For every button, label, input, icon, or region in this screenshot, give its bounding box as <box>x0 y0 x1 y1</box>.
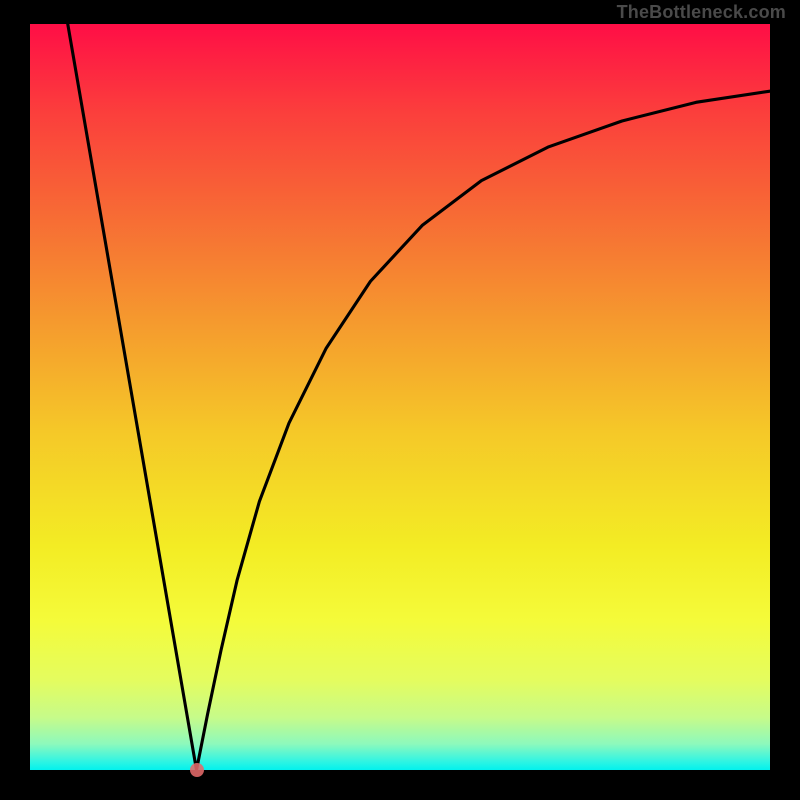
attribution-label: TheBottleneck.com <box>617 2 786 23</box>
chart-frame: TheBottleneck.com <box>0 0 800 800</box>
minimum-marker <box>190 763 204 777</box>
curve-svg <box>30 24 770 770</box>
plot-area <box>30 24 770 770</box>
gradient-background <box>30 24 770 770</box>
